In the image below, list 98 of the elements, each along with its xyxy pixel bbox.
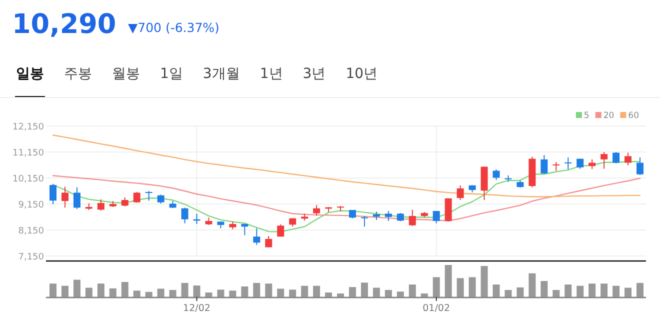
bar (289, 290, 296, 297)
y-tick-label: 11,150 (12, 148, 44, 158)
candlestick (145, 190, 152, 202)
bar (564, 284, 572, 297)
bar (157, 288, 164, 297)
y-tick-label: 8,150 (18, 226, 44, 236)
bar (61, 286, 68, 297)
bar (277, 288, 284, 297)
bar (396, 292, 404, 297)
text: 3년 (302, 66, 326, 82)
bar (193, 285, 200, 297)
y-tick-label: 10,150 (12, 174, 44, 184)
legend-label: 20 (603, 111, 614, 121)
candlestick (564, 156, 572, 170)
bar (121, 282, 128, 297)
chart-title: 10,290 (12, 9, 116, 40)
bar (408, 284, 416, 297)
bar (181, 282, 188, 297)
text: 3개월 (202, 66, 240, 82)
bar (588, 284, 596, 297)
candlestick (432, 210, 440, 224)
bar (301, 286, 308, 297)
candlestick (492, 168, 500, 181)
bar (624, 288, 632, 297)
text: 월봉 (112, 66, 140, 82)
bar (253, 282, 260, 297)
bar (576, 286, 584, 297)
bar (85, 288, 92, 297)
candlestick (97, 198, 104, 212)
bar (169, 290, 176, 297)
bar (456, 278, 464, 297)
bar (133, 290, 140, 297)
bar (241, 286, 248, 297)
x-tick-label: 12/02 (183, 303, 210, 314)
candlestick (50, 183, 56, 205)
bar (504, 290, 512, 297)
bar (420, 293, 428, 297)
bar (552, 290, 560, 297)
candlestick (480, 166, 488, 200)
line-series (52, 134, 641, 198)
y-tick-label: 7,150 (18, 252, 44, 262)
bar (636, 282, 644, 297)
bar (492, 284, 500, 297)
candlestick (61, 186, 68, 208)
text: 1일 (160, 66, 183, 82)
candlestick (313, 204, 320, 216)
bar (217, 290, 224, 297)
candlestick (265, 235, 272, 248)
x-tick-label: 01/02 (422, 303, 450, 314)
candlestick (384, 210, 392, 222)
candlestick (360, 215, 368, 228)
bar (528, 273, 536, 297)
candlestick (540, 154, 548, 175)
bar (73, 280, 80, 297)
text: 일봉 (16, 66, 44, 82)
bar (612, 286, 620, 297)
bar (50, 284, 56, 297)
bar (313, 286, 320, 297)
candlestick (600, 152, 608, 170)
bar (468, 277, 476, 297)
bar (516, 287, 524, 297)
bar (600, 284, 608, 297)
chart-subtitle: ▼700 (-6.37%) (128, 20, 220, 35)
candlestick (588, 158, 596, 170)
candlestick (408, 209, 416, 226)
legend-label: 5 (584, 111, 590, 121)
bar (229, 290, 236, 297)
bar (265, 284, 272, 297)
bar (432, 277, 440, 297)
bar (372, 288, 380, 297)
candlestick (253, 228, 260, 246)
bar (325, 292, 332, 297)
bar (97, 284, 104, 297)
candlestick (612, 152, 620, 164)
candlestick (73, 186, 80, 210)
y-tick-label: 9,150 (18, 200, 44, 210)
text: 1년 (260, 66, 283, 82)
candlestick (277, 224, 284, 238)
candlestick (444, 198, 452, 222)
legend-label: 60 (628, 111, 639, 121)
candlestick (624, 152, 632, 166)
y-tick-label: 12,150 (12, 122, 44, 132)
bar (480, 266, 488, 297)
bar (540, 281, 548, 297)
candlestick (181, 207, 188, 224)
candlestick (636, 156, 644, 176)
bar (360, 282, 368, 297)
bar (444, 265, 452, 297)
text: 주봉 (64, 66, 92, 82)
bar (348, 287, 356, 297)
bar (337, 293, 344, 297)
bar (205, 292, 212, 297)
text: 10년 (346, 66, 378, 82)
bar (109, 288, 116, 297)
bar (384, 290, 392, 297)
candlestick (456, 184, 464, 200)
candlestick (576, 158, 584, 170)
bar (145, 292, 152, 297)
